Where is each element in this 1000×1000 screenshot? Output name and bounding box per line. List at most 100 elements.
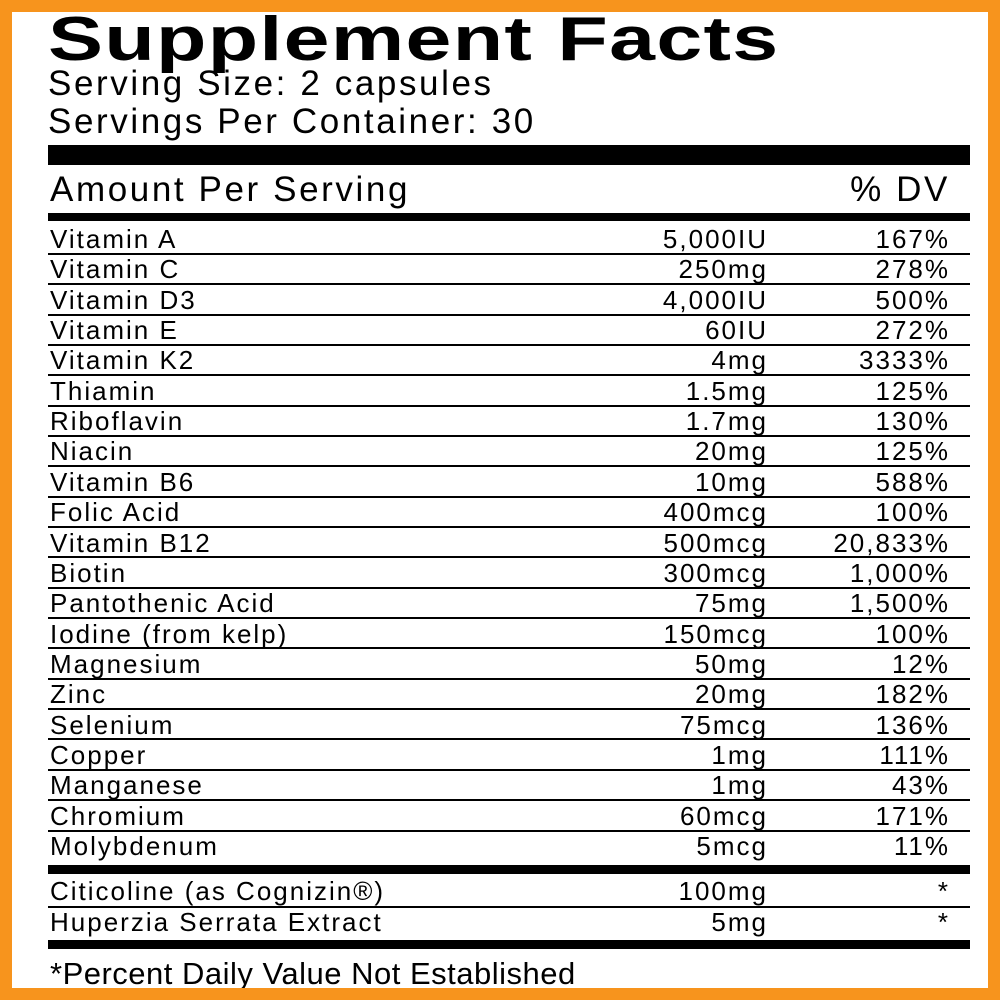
amount: 10mg — [694, 466, 768, 497]
serving-size: Serving Size: 2 capsules — [48, 64, 494, 103]
column-header: Amount Per Serving — [50, 170, 411, 209]
row-rule — [48, 313, 970, 316]
daily-value: 171% — [875, 800, 950, 831]
nutrient-name: Pantothenic Acid — [50, 588, 276, 619]
row-rule — [48, 738, 970, 741]
medium-rule — [48, 213, 970, 221]
amount: 300mcg — [663, 557, 768, 588]
nutrient-name: Molybdenum — [50, 831, 219, 861]
row-rule — [48, 495, 970, 498]
daily-value: 100% — [875, 497, 950, 528]
footnote: *Percent Daily Value Not Established — [50, 956, 576, 991]
daily-value: 125% — [875, 375, 950, 406]
amount: 1.5mg — [685, 375, 768, 406]
amount: 150mcg — [663, 618, 768, 649]
nutrient-name: Citicoline (as Cognizin®) — [50, 876, 386, 906]
daily-value: 11% — [893, 831, 950, 861]
daily-value: 272% — [875, 315, 950, 346]
row-rule — [48, 434, 970, 437]
daily-value: 588% — [875, 466, 950, 497]
nutrient-name: Chromium — [50, 800, 186, 831]
medium-rule — [48, 940, 970, 949]
amount: 1mg — [711, 739, 768, 770]
row-rule — [48, 677, 970, 680]
amount: 20mg — [694, 436, 768, 467]
nutrient-name: Iodine (from kelp) — [50, 618, 289, 649]
daily-value: * — [937, 907, 950, 937]
nutrient-name: Vitamin B6 — [50, 466, 196, 497]
daily-value: * — [937, 876, 950, 906]
nutrient-name: Riboflavin — [50, 406, 185, 437]
daily-value: 1,000% — [849, 557, 950, 588]
row-rule — [48, 404, 970, 407]
row-rule — [48, 647, 970, 650]
nutrient-name: Vitamin E — [50, 315, 179, 346]
row-rule — [48, 906, 970, 908]
daily-value: 100% — [875, 618, 950, 649]
row-rule — [48, 465, 970, 468]
amount: 1mg — [711, 770, 768, 801]
nutrient-name: Selenium — [50, 709, 175, 740]
column-header: % DV — [850, 170, 950, 209]
amount: 50mg — [694, 648, 768, 679]
amount: 100mg — [678, 876, 768, 906]
row-rule — [48, 252, 970, 255]
daily-value: 3333% — [859, 345, 950, 376]
nutrient-name: Niacin — [50, 436, 135, 467]
nutrient-name: Copper — [50, 739, 148, 770]
medium-rule — [48, 865, 970, 874]
row-rule — [48, 526, 970, 528]
row-rule — [48, 343, 970, 346]
amount: 5mcg — [696, 831, 768, 861]
nutrient-name: Manganese — [50, 770, 204, 801]
nutrient-name: Zinc — [50, 679, 108, 710]
daily-value: 130% — [875, 406, 950, 437]
row-rule — [48, 799, 970, 802]
amount: 60IU — [705, 315, 768, 346]
amount: 500mcg — [663, 527, 768, 558]
nutrient-name: Huperzia Serrata Extract — [50, 907, 383, 937]
title: Supplement Facts — [48, 5, 780, 74]
daily-value: 1,500% — [849, 588, 950, 619]
row-rule — [48, 586, 970, 589]
amount: 20mg — [694, 679, 768, 710]
row-rule — [48, 829, 970, 832]
row-rule — [48, 374, 970, 377]
amount: 75mcg — [679, 709, 768, 740]
daily-value: 12% — [891, 648, 950, 679]
nutrient-name: Folic Acid — [50, 497, 182, 528]
daily-value: 278% — [875, 254, 950, 285]
row-rule — [48, 617, 970, 620]
nutrient-name: Vitamin B12 — [50, 527, 212, 558]
nutrient-name: Vitamin D3 — [50, 284, 197, 315]
amount: 5mg — [711, 907, 768, 937]
amount: 4mg — [711, 345, 768, 376]
row-rule — [48, 708, 970, 711]
row-rule — [48, 283, 970, 286]
amount: 4,000IU — [662, 284, 768, 315]
row-rule — [48, 556, 970, 559]
daily-value: 43% — [891, 770, 950, 801]
nutrient-name: Vitamin C — [50, 254, 181, 285]
daily-value: 111% — [879, 739, 950, 770]
amount: 400mcg — [663, 497, 768, 528]
daily-value: 500% — [875, 284, 950, 315]
amount: 60mcg — [679, 800, 768, 831]
thick-rule — [48, 145, 970, 165]
row-rule — [48, 768, 970, 771]
nutrient-name: Vitamin K2 — [50, 345, 196, 376]
daily-value: 182% — [875, 679, 950, 710]
daily-value: 20,833% — [833, 527, 950, 558]
nutrient-name: Biotin — [50, 557, 128, 588]
amount: 5,000IU — [662, 224, 768, 254]
nutrient-name: Vitamin A — [50, 224, 178, 254]
servings-per-container: Servings Per Container: 30 — [48, 102, 536, 141]
nutrient-name: Thiamin — [50, 375, 157, 406]
amount: 250mg — [678, 254, 768, 285]
amount: 1.7mg — [685, 406, 768, 437]
daily-value: 136% — [875, 709, 950, 740]
amount: 75mg — [694, 588, 768, 619]
daily-value: 125% — [875, 436, 950, 467]
nutrient-name: Magnesium — [50, 648, 203, 679]
